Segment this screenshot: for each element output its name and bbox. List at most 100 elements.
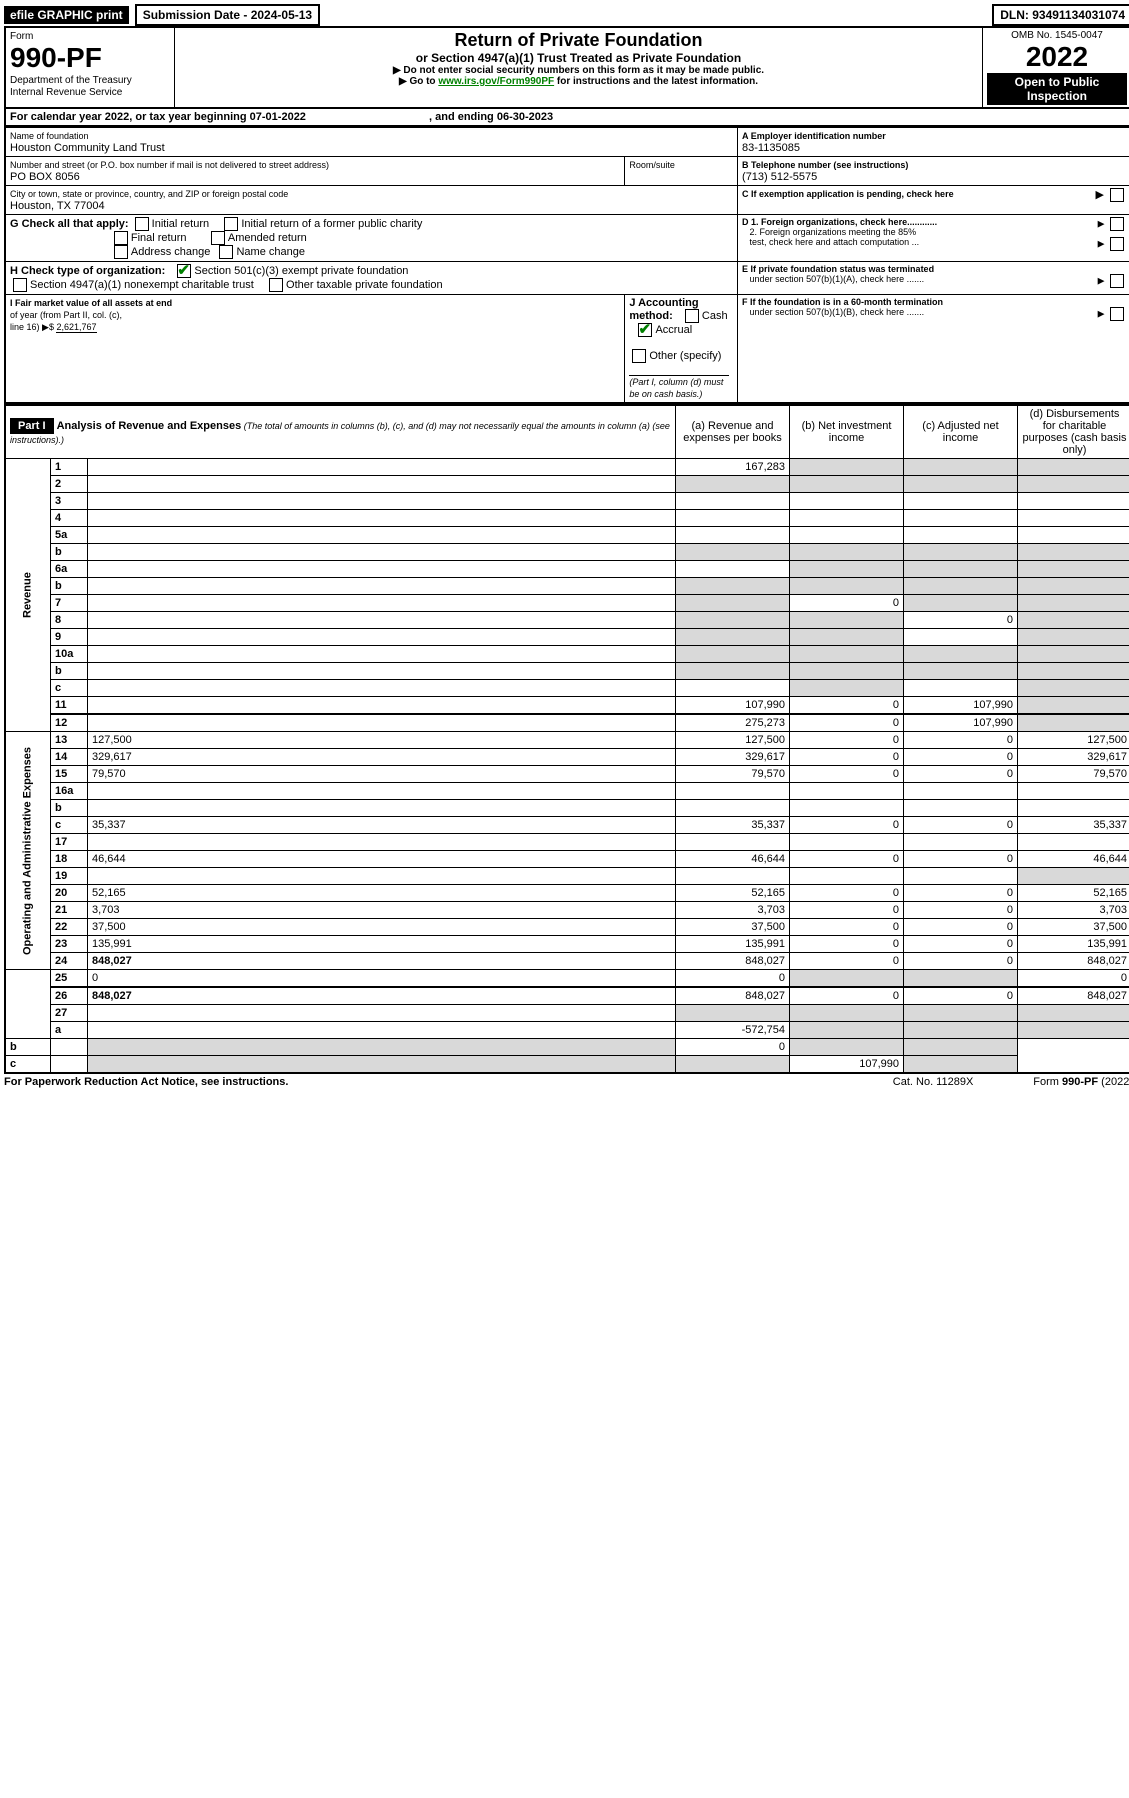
cell-d bbox=[1018, 800, 1129, 817]
j-other-cb[interactable] bbox=[632, 349, 646, 363]
cell-a bbox=[676, 629, 790, 646]
h-4947-cb[interactable] bbox=[13, 278, 27, 292]
form-subtitle: or Section 4947(a)(1) Trust Treated as P… bbox=[179, 51, 978, 65]
cell-b bbox=[790, 561, 904, 578]
cell-d bbox=[1018, 527, 1129, 544]
j-cash-cb[interactable] bbox=[685, 309, 699, 323]
g-label: G Check all that apply: bbox=[10, 218, 129, 230]
cell-c: 0 bbox=[904, 817, 1018, 834]
line-desc: 848,027 bbox=[88, 987, 676, 1005]
cell-a: 79,570 bbox=[676, 766, 790, 783]
cell-d bbox=[904, 1056, 1018, 1074]
cell-b bbox=[790, 970, 904, 988]
cell-d: 127,500 bbox=[1018, 732, 1129, 749]
line-desc bbox=[88, 783, 676, 800]
table-row: 213,7033,703003,703 bbox=[5, 902, 1129, 919]
cell-d bbox=[1018, 868, 1129, 885]
line-desc bbox=[88, 629, 676, 646]
line-number: a bbox=[51, 1022, 88, 1039]
g-amended-cb[interactable] bbox=[211, 231, 225, 245]
table-row: 27 bbox=[5, 1005, 1129, 1022]
g-name-cb[interactable] bbox=[219, 245, 233, 259]
table-row: 19 bbox=[5, 868, 1129, 885]
line-desc bbox=[88, 663, 676, 680]
cell-a bbox=[88, 1039, 676, 1056]
line-desc: 329,617 bbox=[88, 749, 676, 766]
d2-checkbox[interactable] bbox=[1110, 237, 1124, 251]
h-other-cb[interactable] bbox=[269, 278, 283, 292]
line-desc: 35,337 bbox=[88, 817, 676, 834]
name-label: Name of foundation bbox=[10, 131, 89, 141]
cell-a: -572,754 bbox=[676, 1022, 790, 1039]
irs-link[interactable]: www.irs.gov/Form990PF bbox=[438, 76, 554, 87]
cell-c bbox=[904, 544, 1018, 561]
cell-c bbox=[904, 680, 1018, 697]
h-501c3-cb[interactable] bbox=[177, 264, 191, 278]
line-desc bbox=[88, 544, 676, 561]
g-address-cb[interactable] bbox=[114, 245, 128, 259]
line-number: 18 bbox=[51, 851, 88, 868]
cell-c: 0 bbox=[904, 732, 1018, 749]
line-desc: 127,500 bbox=[88, 732, 676, 749]
cell-a: 107,990 bbox=[676, 697, 790, 715]
table-row: c35,33735,3370035,337 bbox=[5, 817, 1129, 834]
line-number: 17 bbox=[51, 834, 88, 851]
city-label: City or town, state or province, country… bbox=[10, 189, 288, 199]
cell-c bbox=[904, 527, 1018, 544]
table-row: b0 bbox=[5, 1039, 1129, 1056]
cell-a bbox=[676, 578, 790, 595]
cell-d bbox=[1018, 629, 1129, 646]
d1-checkbox[interactable] bbox=[1110, 217, 1124, 231]
line-number: b bbox=[51, 800, 88, 817]
form-title: Return of Private Foundation bbox=[179, 30, 978, 51]
footer: For Paperwork Reduction Act Notice, see … bbox=[4, 1074, 1129, 1090]
cell-c bbox=[904, 493, 1018, 510]
footer-mid: Cat. No. 11289X bbox=[893, 1076, 974, 1088]
tax-year: 2022 bbox=[987, 41, 1127, 73]
cell-a bbox=[676, 680, 790, 697]
cell-c bbox=[904, 663, 1018, 680]
line-number: 26 bbox=[51, 987, 88, 1005]
line-desc bbox=[88, 1005, 676, 1022]
table-row: 25000 bbox=[5, 970, 1129, 988]
form-number: 990-PF bbox=[10, 42, 102, 73]
blank-vlabel bbox=[5, 970, 51, 1039]
line-desc bbox=[88, 459, 676, 476]
ein-label: A Employer identification number bbox=[742, 131, 886, 141]
cell-c bbox=[904, 800, 1018, 817]
submission-date: Submission Date - 2024-05-13 bbox=[135, 4, 320, 26]
cell-c bbox=[904, 595, 1018, 612]
f1-label: F If the foundation is in a 60-month ter… bbox=[742, 297, 943, 307]
line-desc bbox=[88, 527, 676, 544]
cell-a bbox=[676, 1005, 790, 1022]
cell-b bbox=[790, 493, 904, 510]
cell-c bbox=[904, 1005, 1018, 1022]
cell-b bbox=[790, 834, 904, 851]
j-accrual-cb[interactable] bbox=[638, 323, 652, 337]
line-number: 24 bbox=[51, 953, 88, 970]
g-final-cb[interactable] bbox=[114, 231, 128, 245]
cell-a bbox=[676, 663, 790, 680]
line-number: b bbox=[51, 663, 88, 680]
e-checkbox[interactable] bbox=[1110, 274, 1124, 288]
cell-c: 0 bbox=[904, 902, 1018, 919]
cell-c: 0 bbox=[904, 612, 1018, 629]
cell-b: 0 bbox=[790, 697, 904, 715]
cell-a: 275,273 bbox=[676, 714, 790, 732]
calendar-year-line: For calendar year 2022, or tax year begi… bbox=[4, 109, 1129, 127]
entity-info-table: Name of foundation Houston Community Lan… bbox=[4, 127, 1129, 404]
cell-b: 0 bbox=[790, 902, 904, 919]
g-initial-public-cb[interactable] bbox=[224, 217, 238, 231]
c-checkbox[interactable] bbox=[1110, 188, 1124, 202]
table-row: Operating and Administrative Expenses131… bbox=[5, 732, 1129, 749]
cell-c: 0 bbox=[904, 851, 1018, 868]
line-number: 9 bbox=[51, 629, 88, 646]
foundation-name: Houston Community Land Trust bbox=[10, 142, 165, 154]
cell-d bbox=[1018, 578, 1129, 595]
g-initial-cb[interactable] bbox=[135, 217, 149, 231]
table-row: 70 bbox=[5, 595, 1129, 612]
f-checkbox[interactable] bbox=[1110, 307, 1124, 321]
table-row: c107,990 bbox=[5, 1056, 1129, 1074]
cell-c bbox=[904, 578, 1018, 595]
col-b-header: (b) Net investment income bbox=[790, 405, 904, 459]
